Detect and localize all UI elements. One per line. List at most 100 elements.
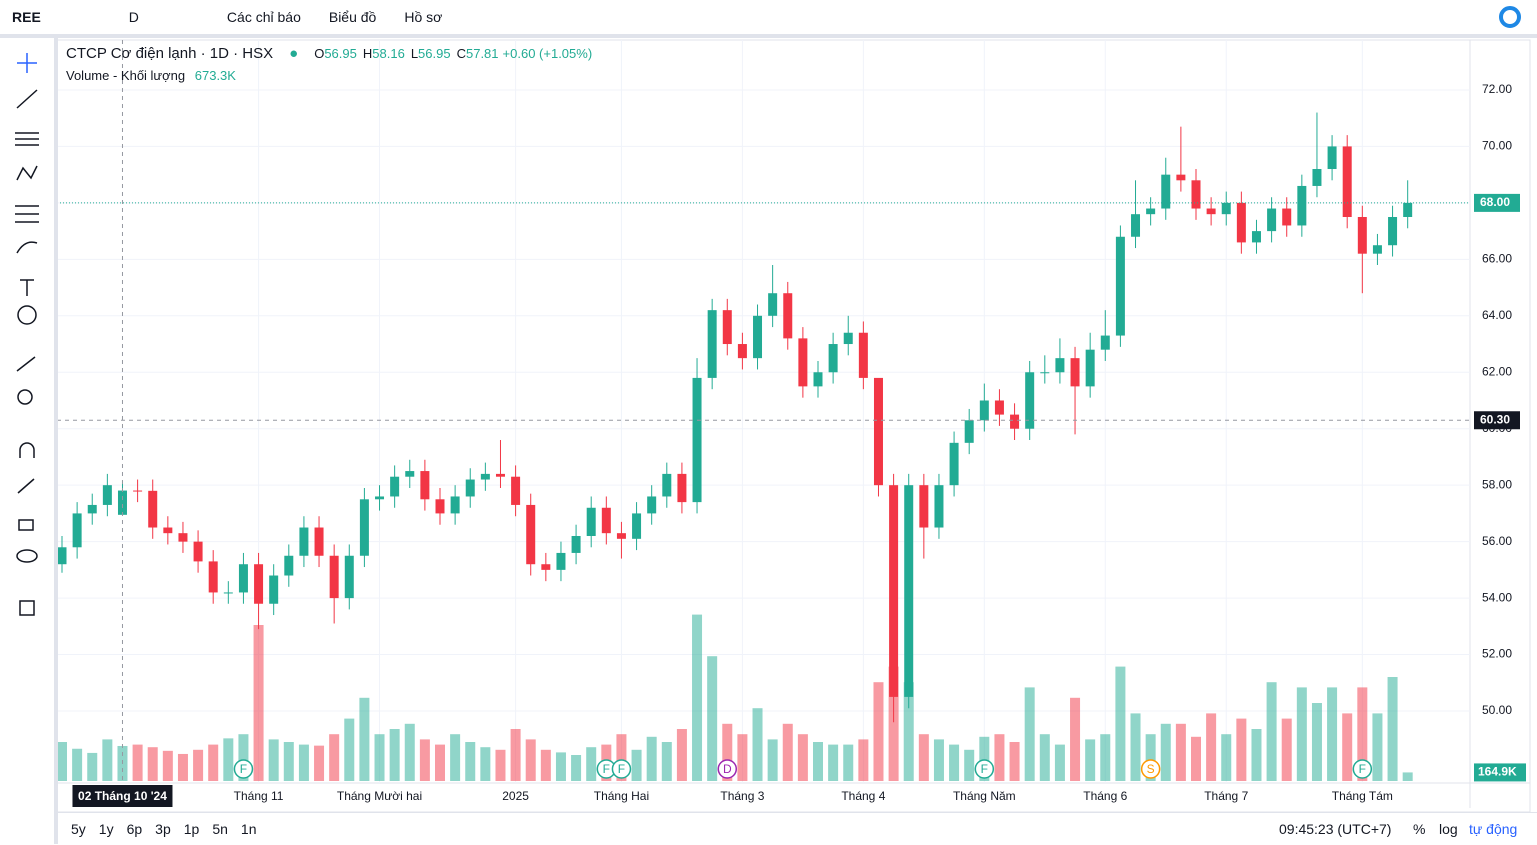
ohlc: O56.95 H58.16 L56.95 C57.81	[314, 46, 498, 61]
volume-bar	[102, 739, 113, 781]
auto[interactable]: tự động	[1469, 821, 1518, 837]
range-button[interactable]: 5y	[71, 821, 86, 837]
candle-body	[677, 473, 687, 503]
volume-bar	[1039, 734, 1050, 781]
volume-bar	[329, 734, 340, 781]
candle-body	[1025, 372, 1035, 429]
indicators[interactable]: Các chỉ báo	[226, 9, 301, 25]
candle-body	[647, 496, 657, 514]
volume-bar	[298, 744, 309, 781]
event-marker	[1352, 759, 1373, 779]
ohlc-item: L56.95	[411, 46, 451, 61]
volume-bar	[162, 750, 173, 781]
x-tick-label: Tháng 7	[1204, 789, 1248, 803]
ohlc-item: H58.16	[363, 46, 405, 61]
volume-bar	[1085, 739, 1096, 781]
volume-bar	[555, 752, 566, 781]
crosshair-time-label: 02 Tháng 10 '24	[78, 789, 167, 803]
volume-bar	[1100, 734, 1111, 781]
candle-body	[904, 485, 914, 697]
range-button[interactable]: 5n	[212, 821, 228, 837]
candle-body	[1131, 214, 1141, 237]
volume-bar	[933, 739, 944, 781]
candle-body	[1221, 202, 1231, 215]
volume-bar	[1342, 713, 1353, 781]
candle-body	[632, 513, 642, 539]
candle-body	[1327, 146, 1337, 170]
ohlc-key: O	[314, 46, 325, 61]
volume-bar	[616, 734, 627, 781]
candle-body	[813, 372, 823, 387]
pane-border	[56, 39, 1531, 812]
candle-body	[87, 504, 97, 514]
chart-menu[interactable]: Biểu đồ	[328, 9, 377, 25]
volume-bar	[979, 736, 990, 781]
volume-bar	[480, 747, 491, 781]
candle-body	[269, 575, 279, 604]
ohlc-key: L	[410, 46, 419, 61]
volume-bar	[631, 749, 642, 781]
x-tick-label: Tháng 4	[841, 789, 885, 803]
event-marker	[611, 759, 632, 779]
candle-body	[178, 533, 188, 542]
last-price-label: 68.00	[1480, 195, 1510, 209]
event-label: F	[240, 762, 247, 776]
volume-bar	[661, 742, 672, 781]
volume-bar	[1130, 713, 1141, 781]
candle-body	[254, 564, 264, 604]
candle-body	[375, 496, 385, 500]
clock: 09:45:23 (UTC+7)	[1279, 821, 1392, 837]
symbol[interactable]: REE	[12, 9, 41, 25]
status-dot: ●	[289, 45, 299, 62]
log[interactable]: log	[1439, 821, 1458, 837]
volume-bar	[223, 738, 234, 781]
percent[interactable]: %	[1413, 821, 1426, 837]
volume-bar	[1160, 723, 1171, 781]
volume-bar	[344, 718, 355, 781]
candle-body	[1055, 358, 1065, 373]
range-button[interactable]: 6p	[126, 821, 143, 837]
volume-bar	[1402, 772, 1413, 781]
candle-body	[662, 473, 672, 497]
candle-body	[480, 473, 490, 480]
range-button[interactable]: 1p	[183, 821, 200, 837]
last-price-box	[1474, 193, 1520, 212]
profile-menu[interactable]: Hồ sơ	[404, 9, 443, 25]
candle-body	[1388, 216, 1398, 246]
volume-bar	[283, 742, 294, 781]
candle-body	[919, 485, 929, 528]
candle-body	[783, 293, 793, 339]
candle-body	[798, 338, 808, 387]
y-tick-label: 72.00	[1482, 82, 1512, 96]
interval[interactable]: D	[128, 9, 139, 25]
volume-bar	[1070, 697, 1081, 781]
volume-bar	[87, 752, 98, 781]
candle-body	[737, 344, 747, 359]
candle-body	[1297, 185, 1307, 226]
chart: 50.00 52.00 54.00 56.00 58.00 60.00 62.00 64.00…	[56, 39, 1531, 812]
ranges: 5y 1y 6p 3p 1p 5n 1n	[71, 821, 256, 837]
volume-bar	[1251, 729, 1262, 781]
volume-bar	[238, 734, 249, 781]
ohlc-key: C	[456, 46, 466, 61]
candle-body	[344, 555, 354, 599]
legend: CTCP Cơ điện lạnh · 1D · HSX ● O56.95 H58…	[66, 45, 592, 83]
volume-bar	[1221, 734, 1232, 781]
volume-bar	[782, 723, 793, 781]
candle-body	[405, 471, 415, 477]
range-button[interactable]: 3p	[155, 821, 171, 837]
volume-bar	[450, 734, 461, 781]
y-tick-label: 62.00	[1482, 364, 1512, 378]
candle-body	[828, 344, 838, 373]
candle-body	[511, 476, 521, 505]
y-tick-label: 64.00	[1482, 308, 1512, 322]
range-button[interactable]: 1y	[98, 821, 114, 837]
volume-bar	[949, 744, 960, 781]
candle-body	[1251, 231, 1261, 243]
volume-bar	[1387, 677, 1398, 781]
volume-bar	[797, 734, 808, 781]
candle-body	[1115, 236, 1125, 336]
volume-bar	[813, 742, 823, 781]
range-button[interactable]: 1n	[240, 821, 257, 837]
candle-body	[949, 442, 959, 486]
